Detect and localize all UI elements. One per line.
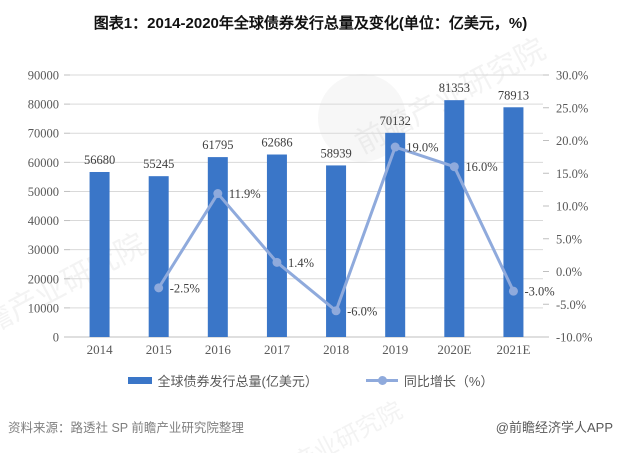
bar-value-label: 61795 (202, 138, 233, 152)
y-axis-right-label: 15.0% (556, 167, 588, 181)
legend-item-bar-series: 全球债券发行总量(亿美元） (127, 371, 318, 390)
growth-value-label: 11.9% (229, 187, 261, 201)
bar (207, 157, 228, 337)
bar-value-label: 56680 (84, 153, 115, 167)
x-axis-label: 2020E (437, 342, 471, 357)
line-marker (213, 189, 223, 199)
growth-value-label: -3.0% (524, 285, 554, 299)
y-axis-right-label: 25.0% (556, 101, 588, 115)
growth-value-label: 1.4% (288, 256, 314, 270)
x-axis-label: 2021E (496, 342, 530, 357)
bar-value-label: 70132 (380, 114, 411, 128)
y-axis-right-label: -5.0% (556, 298, 586, 312)
y-axis-left-label: 70000 (28, 127, 59, 141)
line-marker (390, 142, 400, 152)
bar (444, 100, 465, 337)
watermark-text: 前瞻产业研究院 (0, 228, 151, 356)
line-marker (508, 286, 518, 296)
watermark-logo-icon (318, 74, 406, 162)
growth-value-label: -6.0% (347, 304, 377, 318)
footer: 资料来源：路透社 SP 前瞻产业研究院整理 @前瞻经济学人APP (0, 417, 621, 436)
brand-credit: @前瞻经济学人APP (495, 420, 613, 435)
y-axis-right-label: 20.0% (556, 134, 588, 148)
line-swatch-marker (377, 376, 387, 385)
chart-title: 图表1：2014-2020年全球债券发行总量及变化(单位：亿美元，%) (93, 15, 528, 32)
data-source-note: 资料来源：路透社 SP 前瞻产业研究院整理 (8, 421, 244, 435)
x-axis-label: 2016 (205, 342, 232, 357)
line-series-swatch-icon (365, 376, 398, 385)
x-axis-label: 2019 (382, 342, 408, 357)
y-axis-right-label: 10.0% (556, 200, 588, 214)
legend-line-label: 同比增长（%） (403, 374, 494, 389)
x-axis-label: 2015 (146, 342, 172, 357)
bar-value-label: 81353 (439, 81, 470, 95)
bar (266, 154, 287, 337)
x-axis-label: 2018 (323, 342, 349, 357)
y-axis-right-label: -10.0% (556, 331, 592, 345)
legend-item-line-series: 同比增长（%） (365, 371, 494, 390)
y-axis-left-label: 20000 (28, 272, 59, 286)
y-axis-left-label: 50000 (28, 185, 59, 199)
bar (503, 107, 524, 338)
x-axis-label: 2017 (264, 342, 291, 357)
y-axis-right-label: 30.0% (556, 69, 588, 83)
bar (89, 171, 110, 337)
y-axis-left-label: 10000 (28, 301, 59, 315)
growth-value-label: 19.0% (406, 141, 438, 155)
y-axis-right-label: 0.0% (556, 265, 582, 279)
line-marker (331, 306, 341, 316)
growth-value-label: 16.0% (465, 160, 497, 174)
bar (385, 132, 406, 337)
y-axis-left-label: 80000 (28, 98, 59, 112)
y-axis-left-label: 40000 (28, 214, 59, 228)
y-axis-left-label: 90000 (28, 69, 59, 83)
line-marker (449, 162, 459, 172)
y-axis-left-label: 60000 (28, 156, 59, 170)
bar-value-label: 78913 (498, 88, 529, 102)
bar-series-swatch-icon (127, 377, 152, 384)
y-axis-right-label: 5.0% (556, 232, 582, 246)
line-marker (154, 283, 164, 293)
bar (148, 176, 169, 337)
legend-bar-label: 全球债券发行总量(亿美元） (157, 374, 318, 389)
bar-value-label: 55245 (143, 157, 174, 171)
growth-value-label: -2.5% (170, 281, 200, 295)
chart-legend: 全球债券发行总量(亿美元） 同比增长（%） (0, 371, 621, 390)
x-axis-label: 2014 (87, 342, 114, 357)
y-axis-left-label: 0 (53, 331, 59, 345)
bar-value-label: 62686 (261, 136, 292, 150)
line-marker (272, 257, 282, 267)
bar-value-label: 58939 (320, 146, 351, 160)
y-axis-left-label: 30000 (28, 243, 59, 257)
